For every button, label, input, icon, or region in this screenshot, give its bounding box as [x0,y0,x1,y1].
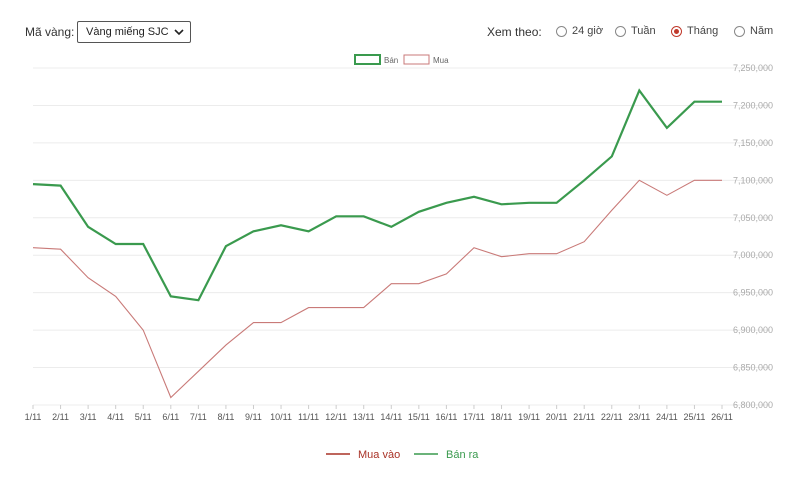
toolbar: Mã vàng: Vàng miếng SJC Xem theo: 24 giờ… [0,0,800,60]
radio-year-circle[interactable] [734,26,745,37]
legend-item-sell[interactable]: Bán [354,54,398,65]
y-tick-label: 6,850,000 [733,363,773,373]
x-tick-label: 13/11 [353,412,375,422]
x-tick-label: 18/11 [491,412,513,422]
x-tick-label: 8/11 [217,412,234,422]
radio-year-label: Năm [750,25,774,37]
legend-buy-in-label: Mua vào [358,449,400,461]
legend-sell-out-label: Bán ra [446,449,479,461]
y-tick-label: 6,950,000 [733,288,773,298]
y-tick-label: 7,200,000 [733,100,773,110]
x-tick-label: 14/11 [380,412,402,422]
radio-week-label: Tuần [631,25,656,37]
radio-week-circle[interactable] [615,26,626,37]
legend-buy-swatch [403,54,430,65]
radio-month-circle[interactable] [671,26,682,37]
legend-sell-swatch [354,54,381,65]
series-line-sell [32,88,722,302]
x-tick-label: 23/11 [628,412,650,422]
chevron-down-icon [174,29,184,36]
legend-bottom: Mua vào Bán ra [326,449,479,461]
x-tick-label: 20/11 [546,412,568,422]
gold-type-label: Mã vàng: [25,25,75,39]
x-tick-label: 17/11 [463,412,485,422]
legend-sell-label: Bán [384,56,398,65]
y-tick-label: 6,800,000 [733,400,773,410]
y-tick-label: 7,050,000 [733,213,773,223]
x-axis-ticks: 1/11 2/11 3/11 4/11 5/11 6/11 7/11 8/11 9/11 10/1… [25,405,733,422]
x-tick-label: 22/11 [601,412,623,422]
y-axis-ticks: 6,800,000 6,850,000 6,900,000 6,950,000 7,00… [733,63,773,410]
gold-type-selected-value: Vàng miếng SJC [86,26,169,38]
x-tick-label: 19/11 [518,412,540,422]
radio-24h-label: 24 giờ [572,25,604,37]
y-tick-label: 7,150,000 [733,138,773,148]
x-tick-label: 4/11 [107,412,124,422]
x-tick-label: 1/11 [25,412,42,422]
radio-24h-circle[interactable] [556,26,567,37]
x-tick-label: 3/11 [80,412,97,422]
x-tick-label: 5/11 [135,412,152,422]
x-tick-label: 2/11 [52,412,69,422]
x-tick-label: 7/11 [190,412,207,422]
y-tick-label: 6,900,000 [733,325,773,335]
legend-buy-label: Mua [433,56,449,65]
x-tick-label: 25/11 [684,412,706,422]
gold-type-select[interactable]: Vàng miếng SJC [77,21,191,43]
series-lines [32,88,722,399]
legend-item-buy[interactable]: Mua [403,54,449,65]
x-tick-label: 9/11 [245,412,262,422]
series-line-buy [32,179,722,399]
view-by-label: Xem theo: [487,25,542,39]
x-tick-label: 11/11 [298,412,319,422]
x-tick-label: 6/11 [162,412,179,422]
x-tick-label: 21/11 [573,412,595,422]
x-tick-label: 12/11 [325,412,347,422]
radio-month-label: Tháng [687,25,719,37]
x-tick-label: 15/11 [408,412,430,422]
y-tick-label: 7,250,000 [733,63,773,73]
x-tick-label: 16/11 [435,412,457,422]
y-tick-label: 7,000,000 [733,250,773,260]
x-tick-label: 10/11 [270,412,292,422]
grid-lines [33,67,770,406]
y-tick-label: 7,100,000 [733,175,773,185]
x-tick-label: 24/11 [656,412,678,422]
legend-top: Bán Mua [354,54,449,65]
x-tick-label: 26/11 [711,412,733,422]
